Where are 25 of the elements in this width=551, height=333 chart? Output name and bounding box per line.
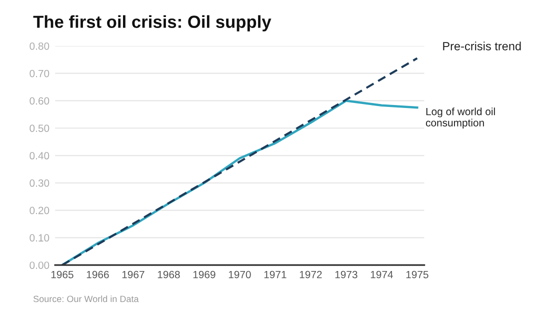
x-tick-label: 1967 <box>122 270 144 278</box>
x-tick-label: 1973 <box>335 270 358 278</box>
y-tick-label: 0.60 <box>30 97 50 105</box>
x-tick-label: 1972 <box>300 270 322 278</box>
x-tick-label: 1968 <box>158 270 180 278</box>
y-tick-label: 0.10 <box>30 234 50 242</box>
text: Pre-crisis trend <box>443 42 521 50</box>
y-tick-label: 0.20 <box>30 206 50 214</box>
y-tick-label: 0.70 <box>30 70 50 78</box>
y-tick-label: 0.40 <box>30 152 50 160</box>
chart-title: The first oil crisis: Oil supply <box>33 15 272 32</box>
x-tick-label: 1969 <box>193 270 216 278</box>
x-tick-label: 1965 <box>51 270 74 278</box>
x-tick-label: 1966 <box>86 270 109 278</box>
x-tick-label: 1974 <box>370 270 393 278</box>
source-note: Source: Our World in Data <box>33 295 139 302</box>
line-series <box>61 100 418 266</box>
y-tick-label: 0.50 <box>30 124 50 132</box>
x-tick-label: 1971 <box>264 270 286 278</box>
y-tick-label: 0.30 <box>30 179 50 187</box>
x-tick-label: 1970 <box>228 270 251 278</box>
y-tick-label: 0.80 <box>30 42 50 50</box>
x-tick-label: 1975 <box>406 270 428 278</box>
series-label: Log of world oil consumption <box>426 108 495 129</box>
y-tick-label: 0.00 <box>30 262 50 269</box>
